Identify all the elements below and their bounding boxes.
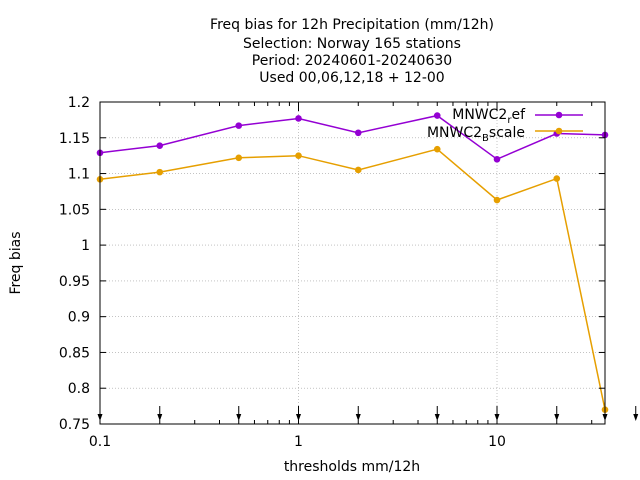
series-point-1 bbox=[493, 155, 501, 163]
y-axis-label: Freq bias bbox=[8, 231, 24, 294]
y-tick-label: 1.15 bbox=[59, 131, 90, 147]
series-point-1 bbox=[156, 142, 164, 149]
data-series bbox=[96, 112, 609, 413]
series-point-1 bbox=[295, 115, 302, 122]
threshold-arrow-head bbox=[554, 414, 560, 421]
x-tick-label: 0.1 bbox=[89, 434, 111, 450]
legend-label-2: MNWC2Bscale bbox=[427, 125, 525, 144]
series-point-2 bbox=[433, 145, 441, 153]
threshold-arrow-head bbox=[355, 414, 361, 421]
title-line-2: Selection: Norway 165 stations bbox=[243, 36, 461, 52]
y-tick-label: 0.95 bbox=[59, 274, 90, 290]
series-point-2 bbox=[553, 175, 561, 182]
y-tick-label: 0.9 bbox=[68, 310, 90, 326]
x-tick-label: 10 bbox=[488, 434, 506, 450]
series-point-1 bbox=[433, 112, 441, 119]
y-tick-label: 1.2 bbox=[68, 95, 90, 111]
title-line-1: Freq bias for 12h Precipitation (mm/12h) bbox=[210, 17, 494, 33]
series-point-2 bbox=[156, 168, 164, 176]
threshold-arrow-head bbox=[633, 414, 639, 421]
x-tick-label: 1 bbox=[294, 434, 303, 450]
threshold-arrow-head bbox=[157, 414, 163, 421]
threshold-arrows bbox=[97, 406, 639, 421]
series-point-2 bbox=[235, 154, 243, 162]
y-axis-ticks: 0.75 0.8 0.85 0.9 0.95 1 1.05 1.1 1.15 1.2 bbox=[59, 95, 605, 433]
y-tick-label: 1.05 bbox=[59, 202, 90, 218]
y-tick-label: 0.85 bbox=[59, 345, 90, 361]
threshold-arrow-head bbox=[434, 414, 440, 421]
grid-lines bbox=[100, 102, 605, 424]
title-line-3: Period: 20240601-20240630 bbox=[252, 53, 452, 69]
plot-border bbox=[99, 101, 606, 425]
series-point-2 bbox=[493, 196, 501, 204]
series-point-2 bbox=[354, 166, 362, 174]
y-tick-label: 1.1 bbox=[68, 167, 90, 183]
legend-marker-1 bbox=[555, 111, 563, 119]
x-axis-ticks: 0.1 1 10 bbox=[89, 102, 593, 450]
series-line-1 bbox=[99, 114, 606, 161]
y-tick-label: 0.8 bbox=[68, 381, 90, 397]
series-point-1 bbox=[354, 129, 362, 137]
title-line-4: Used 00,06,12,18 + 12-00 bbox=[259, 70, 444, 86]
y-tick-label: 1 bbox=[81, 238, 90, 254]
threshold-arrow-head bbox=[236, 414, 242, 421]
x-axis-label: thresholds mm/12h bbox=[284, 459, 420, 475]
series-point-1 bbox=[235, 122, 243, 129]
series-line-2 bbox=[99, 148, 606, 410]
legend-marker-2 bbox=[555, 127, 563, 135]
y-tick-label: 0.75 bbox=[59, 417, 90, 433]
series-point-2 bbox=[295, 152, 302, 159]
chart-title: Freq bias for 12h Precipitation (mm/12h)… bbox=[210, 17, 494, 86]
legend-label-1: MNWC2ref bbox=[452, 107, 526, 126]
